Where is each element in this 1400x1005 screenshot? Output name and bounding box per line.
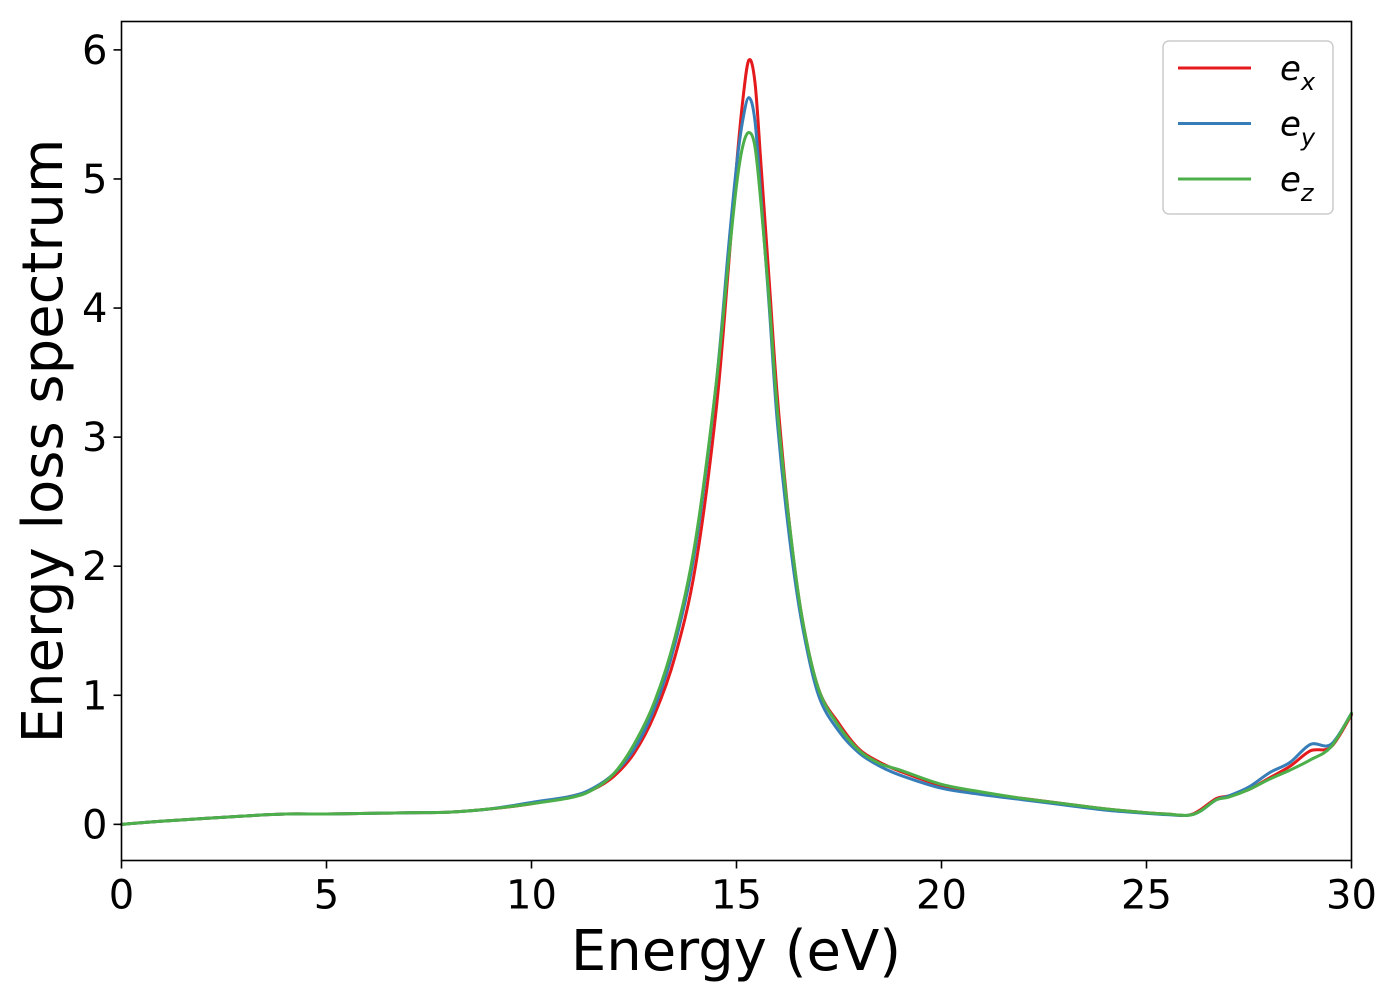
legend-label-subscript: z — [1300, 179, 1315, 207]
series-line-ez — [120, 131, 1353, 826]
y-tick-label: 6 — [82, 28, 107, 74]
legend-label: ez — [1280, 160, 1315, 207]
legend-label-subscript: y — [1300, 124, 1316, 152]
x-axis: 0 5 10 15 20 25 30 — [109, 860, 1377, 919]
legend-label-base: e — [1280, 105, 1301, 145]
y-tick-label: 3 — [82, 415, 107, 461]
x-tick-label: 15 — [711, 873, 762, 919]
y-axis-title: Energy loss spectrum — [11, 139, 76, 744]
legend-label: ey — [1280, 105, 1316, 152]
y-tick-label: 5 — [82, 157, 107, 203]
y-tick-label: 1 — [82, 673, 107, 719]
x-tick-label: 20 — [916, 873, 967, 919]
x-tick-label: 30 — [1326, 873, 1377, 919]
y-tick-label: 0 — [82, 802, 107, 848]
y-axis: 0 1 2 3 4 5 6 — [82, 28, 122, 848]
series-layer — [120, 58, 1353, 826]
legend-label: ex — [1280, 49, 1316, 96]
y-tick-label: 4 — [82, 286, 107, 332]
x-tick-label: 10 — [506, 873, 557, 919]
x-axis-title: Energy (eV) — [571, 919, 901, 984]
legend-frame — [1162, 40, 1334, 215]
x-tick-label: 25 — [1121, 873, 1172, 919]
legend-label-base: e — [1280, 49, 1301, 89]
y-tick-label: 2 — [82, 544, 107, 590]
legend-label-subscript: x — [1300, 68, 1316, 96]
x-tick-label: 0 — [109, 873, 134, 919]
x-tick-label: 5 — [314, 873, 339, 919]
legend-label-base: e — [1280, 160, 1301, 200]
